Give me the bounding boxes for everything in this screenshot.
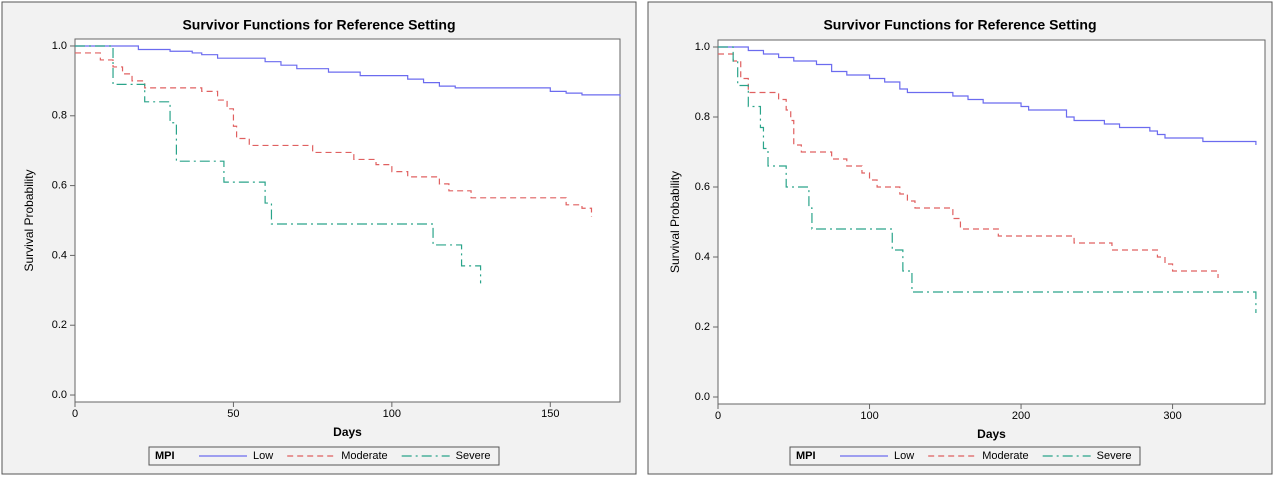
x-tick-label: 200 <box>1012 410 1030 422</box>
y-tick-label: 0.2 <box>52 319 67 331</box>
chart-panel: Survivor Functions for Reference Setting… <box>647 1 1273 475</box>
legend-box <box>789 446 1141 466</box>
survival-curve <box>718 46 1257 145</box>
survival-curve <box>75 52 593 218</box>
x-axis-label: Days <box>977 427 1006 441</box>
survival-curve <box>75 45 621 97</box>
x-tick-label: 100 <box>383 408 401 420</box>
legend-box <box>148 446 500 466</box>
y-tick-label: 1.0 <box>695 41 710 53</box>
y-tick-label: 0.4 <box>52 249 67 261</box>
legend-label: Low <box>894 450 914 462</box>
y-tick-label: 0.6 <box>695 181 710 193</box>
y-tick-label: 0.8 <box>52 110 67 122</box>
legend-label: Moderate <box>982 450 1028 462</box>
legend-label: Low <box>253 450 273 462</box>
chart-title: Survivor Functions for Reference Setting <box>182 17 455 33</box>
x-tick-label: 0 <box>715 410 721 422</box>
y-tick-label: 0.2 <box>695 321 710 333</box>
y-axis-label: Survival Probability <box>22 169 36 271</box>
y-tick-label: 1.0 <box>52 40 67 52</box>
x-axis-label: Days <box>333 425 362 439</box>
plot-area <box>717 39 1266 405</box>
x-tick-label: 100 <box>860 410 878 422</box>
legend-label: Severe <box>1097 450 1132 462</box>
plot-area <box>74 38 621 403</box>
chart-title: Survivor Functions for Reference Setting <box>823 17 1096 33</box>
y-tick-label: 0.8 <box>695 111 710 123</box>
y-tick-label: 0.6 <box>52 180 67 192</box>
legend-label: Severe <box>456 450 491 462</box>
x-tick-label: 300 <box>1163 410 1181 422</box>
legend-title: MPI <box>796 450 816 462</box>
survival-curve <box>718 46 1257 313</box>
survival-curve <box>75 45 482 284</box>
x-tick-label: 0 <box>72 408 78 420</box>
y-tick-label: 0.0 <box>695 391 710 403</box>
y-axis-label: Survival Probability <box>668 171 682 273</box>
y-tick-label: 0.0 <box>52 389 67 401</box>
y-tick-label: 0.4 <box>695 251 710 263</box>
legend-title: MPI <box>155 450 175 462</box>
x-tick-label: 50 <box>227 408 239 420</box>
chart-panel: Survivor Functions for Reference Setting… <box>1 1 637 475</box>
survival-curve <box>718 53 1219 278</box>
legend-label: Moderate <box>341 450 387 462</box>
x-tick-label: 150 <box>541 408 559 420</box>
